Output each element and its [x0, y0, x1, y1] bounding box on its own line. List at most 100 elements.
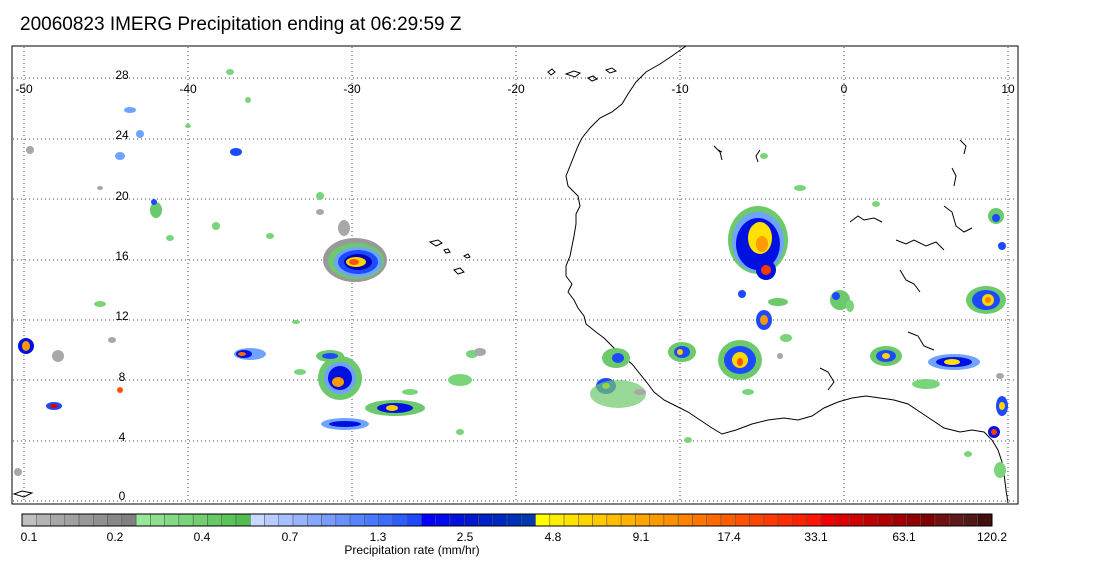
storm-cell	[728, 206, 788, 280]
storm-cell	[365, 400, 425, 416]
colorbar-swatch	[563, 513, 579, 527]
colorbar-swatch	[335, 513, 351, 527]
colorbar-tick-label: 9.1	[633, 530, 650, 544]
colorbar-swatch	[592, 513, 608, 527]
colorbar-tick-label: 1.3	[370, 530, 387, 544]
colorbar-swatch	[278, 513, 294, 527]
colorbar-swatch	[150, 513, 165, 527]
lon-label: -10	[671, 82, 689, 96]
colorbar-swatch	[834, 513, 850, 527]
colorbar-label: Precipitation rate (mm/hr)	[344, 543, 479, 557]
storm-cell	[668, 342, 696, 362]
colorbar-tick-label: 120.2	[977, 530, 1007, 544]
colorbar-swatch	[321, 513, 337, 527]
light-rain-specks	[94, 69, 1006, 478]
colorbar-swatch	[720, 513, 736, 527]
colorbar-swatch	[706, 513, 722, 527]
lat-label: 8	[119, 370, 126, 384]
colorbar-swatch	[692, 513, 707, 527]
colorbar-tick-label: 0.1	[21, 530, 38, 544]
colorbar-swatch	[863, 513, 879, 527]
lat-label: 4	[119, 430, 126, 444]
colorbar-swatch	[207, 513, 222, 527]
lat-label: 28	[115, 68, 129, 82]
colorbar-swatch	[777, 513, 793, 527]
colorbar-swatch	[934, 513, 950, 527]
precipitation-cells	[14, 69, 1008, 478]
storm-cell	[115, 107, 242, 393]
colorbar-swatch	[36, 513, 51, 527]
colorbar-swatch	[135, 513, 151, 527]
lon-label: -30	[343, 82, 361, 96]
storm-cell	[323, 238, 387, 282]
colorbar-frame	[21, 513, 993, 527]
storm-cell	[830, 208, 1006, 310]
colorbar-tick-label: 0.7	[282, 530, 299, 544]
colorbar-tick-label: 2.5	[457, 530, 474, 544]
colorbar-tick-label: 4.8	[545, 530, 562, 544]
colorbar-swatch	[806, 513, 822, 527]
colorbar-swatch	[620, 513, 636, 527]
storm-cell	[988, 396, 1008, 438]
colorbar-swatch	[849, 513, 864, 527]
lon-label: -40	[179, 82, 197, 96]
lat-label: 12	[115, 309, 129, 323]
colorbar	[21, 513, 993, 527]
colorbar-swatch	[792, 513, 807, 527]
colorbar-tick-label: 33.1	[804, 530, 828, 544]
inland-water	[713, 139, 973, 391]
colorbar-tick-label: 17.4	[717, 530, 741, 544]
colorbar-swatch	[820, 513, 836, 527]
storm-cell	[234, 348, 266, 360]
storm-cell	[870, 346, 902, 366]
colorbar-swatch	[549, 513, 565, 527]
lon-label: -50	[15, 82, 33, 96]
colorbar-swatch	[492, 513, 508, 527]
colorbar-swatch	[264, 513, 280, 527]
colorbar-swatch	[364, 513, 379, 527]
colorbar-swatch	[50, 513, 66, 527]
colorbar-swatch	[663, 513, 679, 527]
storm-cell	[318, 356, 362, 400]
colorbar-tick-label: 63.1	[892, 530, 916, 544]
colorbar-swatch	[749, 513, 765, 527]
storm-cell	[321, 418, 369, 430]
colorbar-swatch	[920, 513, 936, 527]
storm-cell	[756, 310, 772, 330]
colorbar-swatch	[221, 513, 237, 527]
colorbar-swatch	[392, 513, 408, 527]
gray-rain-specks	[14, 146, 1004, 476]
colorbar-swatch	[107, 513, 123, 527]
storm-cell	[928, 354, 980, 370]
lat-label: 24	[115, 128, 129, 142]
colorbar-tick-label: 0.4	[194, 530, 211, 544]
map-frame	[11, 45, 1019, 505]
colorbar-swatch	[891, 513, 907, 527]
colorbar-swatch	[963, 513, 978, 527]
colorbar-swatch	[948, 513, 964, 527]
latitude-labels: 28 24 20 16 12 8 4 0	[115, 68, 129, 503]
colorbar-swatch	[578, 513, 593, 527]
colorbar-swatch	[249, 513, 265, 527]
colorbar-tick-label: 0.2	[107, 530, 124, 544]
colorbar-swatch	[349, 513, 365, 527]
colorbar-swatch	[677, 513, 693, 527]
colorbar-swatch	[521, 513, 536, 527]
islands	[12, 67, 618, 498]
longitude-labels: -50 -40 -30 -20 -10 0 10	[15, 82, 1015, 96]
colorbar-swatch	[506, 513, 522, 527]
lat-label: 0	[119, 489, 126, 503]
colorbar-tick-labels: 0.1 0.2 0.4 0.7 1.3 2.5 4.8 9.1 17.4 33.…	[21, 530, 1008, 544]
lon-label: -20	[507, 82, 525, 96]
lat-label: 16	[115, 249, 129, 263]
colorbar-swatch	[606, 513, 622, 527]
colorbar-swatch	[21, 513, 37, 527]
colorbar-swatch	[78, 513, 94, 527]
colorbar-swatch	[421, 513, 436, 527]
colorbar-swatch	[649, 513, 665, 527]
colorbar-swatch	[307, 513, 322, 527]
colorbar-swatch	[178, 513, 194, 527]
colorbar-swatch	[164, 513, 180, 527]
colorbar-swatch	[535, 513, 551, 527]
colorbar-swatch	[906, 513, 921, 527]
